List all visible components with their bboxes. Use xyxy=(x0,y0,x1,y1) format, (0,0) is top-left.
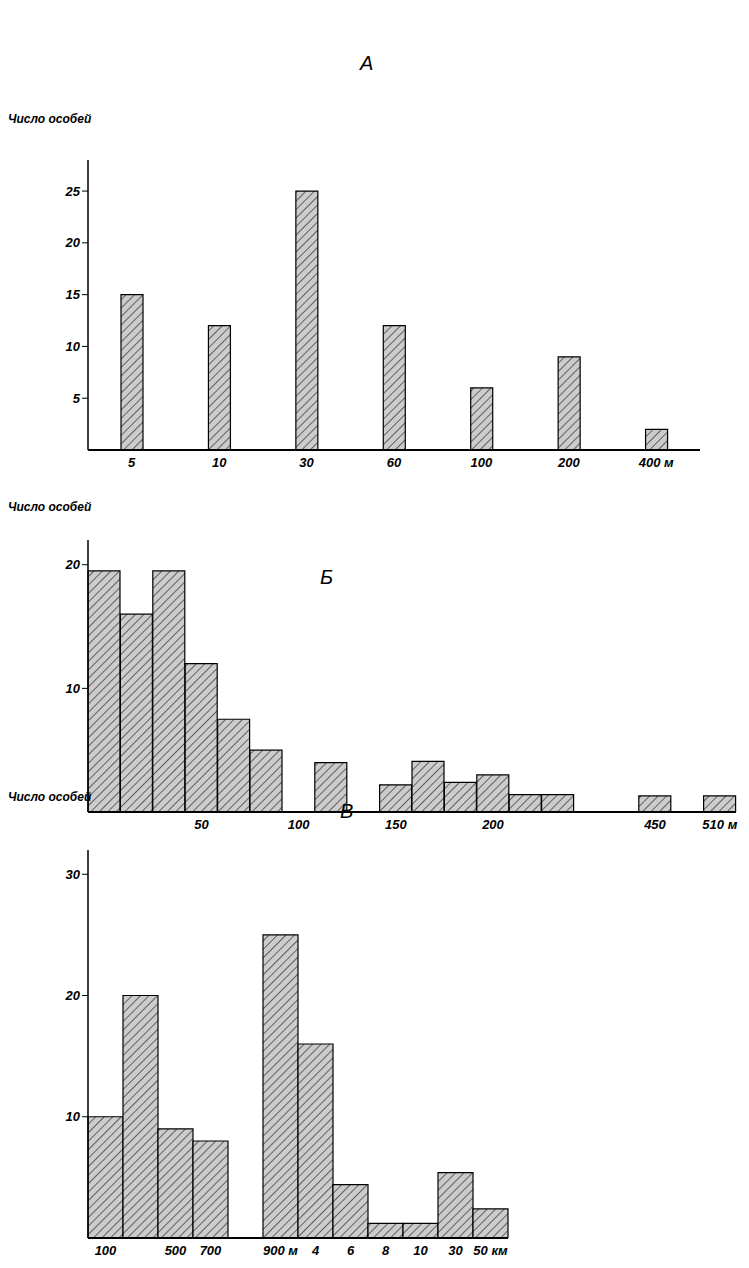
svg-text:700: 700 xyxy=(200,1243,222,1258)
svg-text:10: 10 xyxy=(413,1243,428,1258)
svg-text:450: 450 xyxy=(643,817,666,832)
html-text:Число особей: Число особей xyxy=(8,112,92,126)
svg-text:900 м: 900 м xyxy=(263,1243,298,1258)
svg-text:30: 30 xyxy=(299,455,314,470)
svg-text:4: 4 xyxy=(311,1243,320,1258)
svg-text:30: 30 xyxy=(448,1243,463,1258)
svg-text:200: 200 xyxy=(481,817,504,832)
svg-text:50: 50 xyxy=(194,817,209,832)
html-text:Число особей: Число особей xyxy=(8,500,92,514)
html-text:Число особей: Число особей xyxy=(8,790,92,804)
svg-text:20: 20 xyxy=(65,557,81,572)
svg-text:8: 8 xyxy=(382,1243,390,1258)
svg-text:10: 10 xyxy=(66,1109,81,1124)
svg-text:25: 25 xyxy=(65,184,81,199)
svg-text:20: 20 xyxy=(65,235,81,250)
svg-text:5: 5 xyxy=(128,455,136,470)
svg-text:150: 150 xyxy=(385,817,407,832)
svg-text:100: 100 xyxy=(471,455,493,470)
svg-text:500: 500 xyxy=(165,1243,187,1258)
svg-text:30: 30 xyxy=(66,867,81,882)
svg-text:100: 100 xyxy=(95,1243,117,1258)
html-text:В: В xyxy=(340,800,354,822)
svg-text:60: 60 xyxy=(387,455,402,470)
svg-text:5: 5 xyxy=(73,391,81,406)
html-text:Б: Б xyxy=(320,566,333,588)
svg-text:100: 100 xyxy=(288,817,310,832)
svg-text:200: 200 xyxy=(557,455,580,470)
svg-text:510 м: 510 м xyxy=(702,817,737,832)
html-text:А: А xyxy=(360,52,374,74)
svg-text:10: 10 xyxy=(66,339,81,354)
svg-text:10: 10 xyxy=(212,455,227,470)
svg-text:15: 15 xyxy=(66,287,81,302)
svg-text:20: 20 xyxy=(65,988,81,1003)
svg-text:50 км: 50 км xyxy=(473,1243,508,1258)
svg-text:10: 10 xyxy=(66,681,81,696)
svg-text:400 м: 400 м xyxy=(638,455,674,470)
svg-text:6: 6 xyxy=(347,1243,355,1258)
